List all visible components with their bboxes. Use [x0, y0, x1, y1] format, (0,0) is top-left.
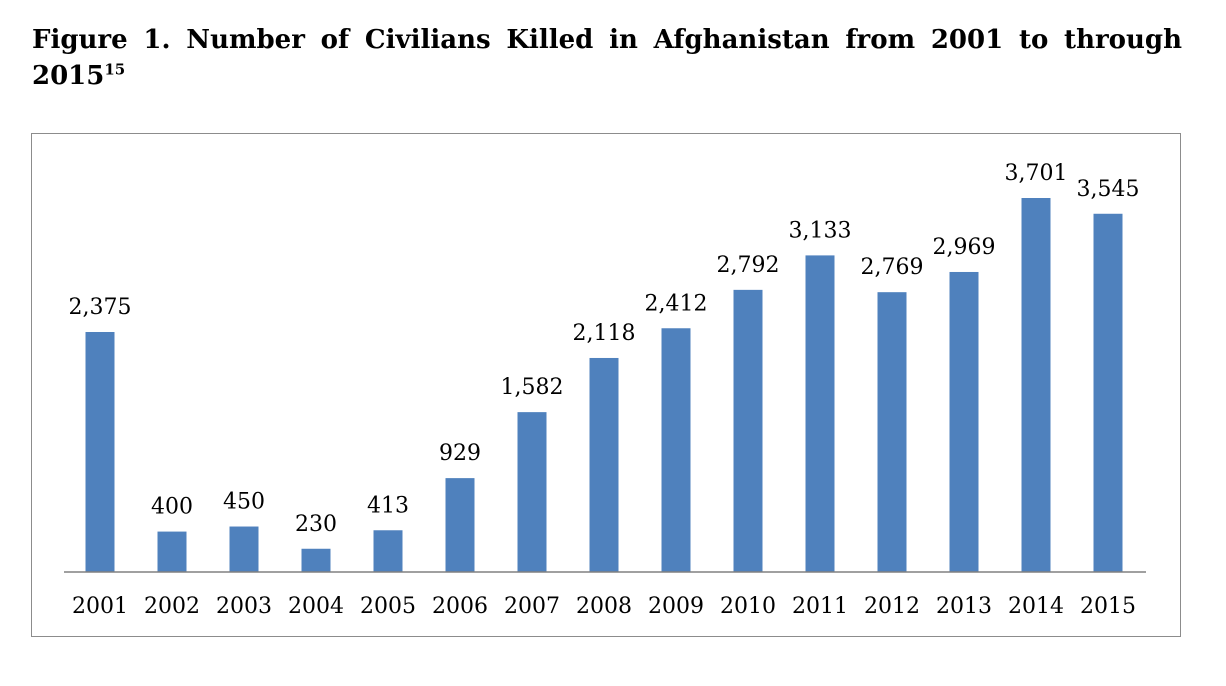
value-label-2001: 2,375 — [69, 295, 132, 320]
footnote-marker: 15 — [104, 60, 126, 79]
value-label-2008: 2,118 — [573, 321, 636, 346]
value-label-2014: 3,701 — [1005, 161, 1068, 186]
value-label-2012: 2,769 — [861, 255, 924, 280]
bar-2002 — [157, 531, 187, 572]
bar-2008 — [589, 357, 619, 572]
tick-label-2004: 2004 — [288, 594, 344, 619]
tick-label-2012: 2012 — [864, 594, 920, 619]
tick-label-2005: 2005 — [360, 594, 416, 619]
tick-label-2003: 2003 — [216, 594, 272, 619]
bar-2011 — [805, 255, 835, 572]
tick-label-2001: 2001 — [72, 594, 128, 619]
value-label-2004: 230 — [295, 512, 337, 537]
bar-2006 — [445, 478, 475, 572]
bar-2010 — [733, 289, 763, 572]
figure-title: Figure 1. Number of Civilians Killed in … — [32, 22, 1182, 94]
value-label-2013: 2,969 — [933, 235, 996, 260]
tick-label-2013: 2013 — [936, 594, 992, 619]
bar-2009 — [661, 328, 691, 572]
tick-label-2008: 2008 — [576, 594, 632, 619]
value-label-2006: 929 — [439, 441, 481, 466]
bars-group — [85, 198, 1123, 572]
value-label-2005: 413 — [367, 493, 409, 518]
bar-2005 — [373, 530, 403, 572]
bar-2015 — [1093, 213, 1123, 572]
tick-label-2006: 2006 — [432, 594, 488, 619]
bar-2004 — [301, 548, 331, 572]
tick-label-2015: 2015 — [1080, 594, 1136, 619]
value-label-2011: 3,133 — [789, 218, 852, 243]
value-labels-group: 2,375 400 450 230 413 929 1,582 2,118 2,412 2,792… — [69, 161, 1140, 537]
tick-label-2010: 2010 — [720, 594, 776, 619]
value-label-2003: 450 — [223, 490, 265, 515]
bar-2013 — [949, 271, 979, 572]
bar-2007 — [517, 412, 547, 572]
tick-labels-group: 2001 2002 2003 2004 2005 2006 2007 2008 2009 2010… — [72, 594, 1136, 619]
bar-2001 — [85, 331, 115, 572]
bar-2012 — [877, 292, 907, 572]
figure-title-text: Figure 1. Number of Civilians Killed in … — [32, 25, 1182, 91]
bar-2003 — [229, 526, 259, 572]
tick-label-2002: 2002 — [144, 594, 200, 619]
value-label-2010: 2,792 — [717, 253, 780, 278]
value-label-2009: 2,412 — [645, 291, 708, 316]
bar-2014 — [1021, 198, 1051, 572]
tick-label-2011: 2011 — [792, 594, 848, 619]
tick-label-2007: 2007 — [504, 594, 560, 619]
value-label-2002: 400 — [151, 495, 193, 520]
tick-label-2014: 2014 — [1008, 594, 1064, 619]
tick-label-2009: 2009 — [648, 594, 704, 619]
value-label-2015: 3,545 — [1077, 177, 1140, 202]
value-label-2007: 1,582 — [501, 375, 564, 400]
